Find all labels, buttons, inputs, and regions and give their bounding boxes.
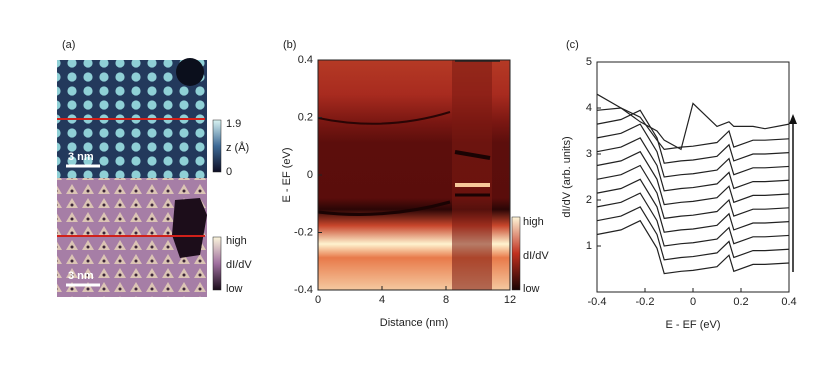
colorbar-label: high <box>523 216 544 228</box>
panel-label: (a) <box>62 39 75 51</box>
y-tick-label: 1 <box>586 240 592 252</box>
x-tick-label: -0.4 <box>588 296 607 308</box>
heatmap-feature <box>317 200 451 216</box>
spectrum <box>596 93 790 151</box>
heatmap-feature <box>454 150 491 160</box>
x-axis-label: Distance (nm) <box>380 317 448 329</box>
colorbar-label: 0 <box>226 166 232 178</box>
spectrum <box>596 192 790 247</box>
heatmap-feature <box>317 111 451 125</box>
plot-frame <box>596 61 790 293</box>
spectrum <box>596 178 790 233</box>
y-tick-label: 0.4 <box>298 54 313 66</box>
colorbar <box>511 216 521 291</box>
spectrum <box>596 109 790 164</box>
colorbar-label: low <box>226 283 243 295</box>
x-tick-label: 0.2 <box>733 296 748 308</box>
heatmap-region <box>452 60 492 290</box>
x-tick-label: 0 <box>315 294 321 306</box>
spectrum <box>596 164 790 220</box>
y-tick-label: 3 <box>586 148 592 160</box>
y-tick-label: 5 <box>586 56 592 68</box>
y-tick-label: 0.2 <box>298 111 313 123</box>
colorbar-title: dI/dV <box>226 259 252 271</box>
x-tick-label: -0.2 <box>636 296 655 308</box>
y-tick-label: -0.2 <box>294 226 313 238</box>
spectrum <box>596 137 790 192</box>
x-tick-label: 0.4 <box>781 296 796 308</box>
x-tick-label: 0 <box>690 296 696 308</box>
colorbar <box>212 119 222 173</box>
colorbar-label: low <box>523 283 540 295</box>
colorbar-label: 1.9 <box>226 118 241 130</box>
spectrum <box>596 219 790 275</box>
scale-bar-label: 3 nm <box>68 151 94 163</box>
x-tick-label: 8 <box>443 294 449 306</box>
panel-label: (b) <box>283 39 296 51</box>
spectrum <box>596 107 790 151</box>
colorbar-label: high <box>226 235 247 247</box>
spectrum <box>596 123 790 178</box>
defect <box>172 198 207 258</box>
y-tick-label: 0 <box>307 169 313 181</box>
y-axis-label: E - EF (eV) <box>281 147 293 202</box>
x-tick-label: 4 <box>379 294 385 306</box>
colorbar <box>212 236 222 291</box>
spectrum <box>596 150 790 206</box>
panel-label: (c) <box>566 39 579 51</box>
x-axis-label: E - EF (eV) <box>665 319 720 331</box>
y-axis-label: dI/dV (arb. units) <box>561 136 573 217</box>
arrow-head <box>789 114 797 124</box>
x-tick-label: 12 <box>504 294 516 306</box>
y-tick-label: 4 <box>586 102 592 114</box>
y-tick-label: 2 <box>586 194 592 206</box>
colorbar-title: z (Å) <box>226 141 249 154</box>
y-tick-label: -0.4 <box>294 284 313 296</box>
colorbar-title: dI/dV <box>523 250 549 262</box>
vacancy <box>176 58 204 86</box>
spectrum <box>596 206 790 261</box>
scale-bar-label: 3 nm <box>68 270 94 282</box>
